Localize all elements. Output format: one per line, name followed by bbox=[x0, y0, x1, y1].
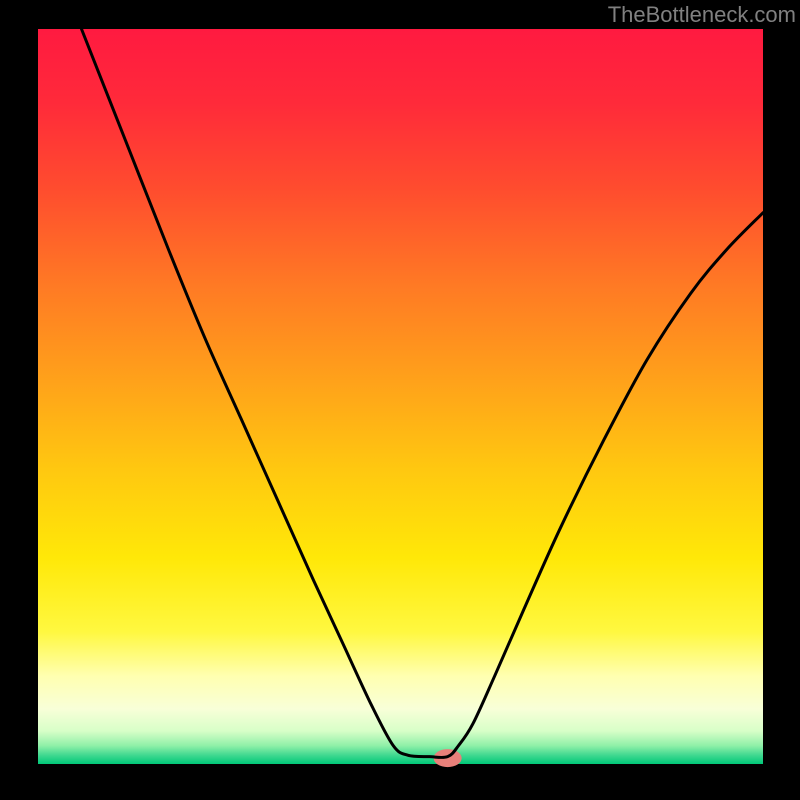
plot-background bbox=[38, 29, 763, 764]
watermark-text: TheBottleneck.com bbox=[608, 2, 796, 28]
bottleneck-chart-svg bbox=[0, 0, 800, 800]
